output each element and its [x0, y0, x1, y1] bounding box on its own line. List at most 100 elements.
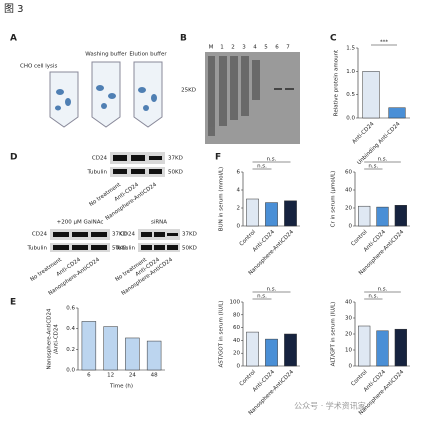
blot-size: 50KD [168, 170, 183, 176]
y-tick-label: 0 [237, 224, 241, 230]
x-tick-label: 12 [107, 373, 114, 379]
bar [388, 107, 406, 119]
y-tick-label: 60 [233, 325, 240, 331]
y-tick-label: 0.5 [346, 92, 355, 98]
y-tick-label: 60 [345, 170, 352, 176]
y-tick-label: 30 [345, 316, 352, 322]
y-tick-label: 2 [237, 206, 241, 212]
bar [376, 330, 389, 367]
y-tick-label: 1.0 [346, 69, 355, 75]
x-tick-label: Control [239, 229, 258, 248]
y-axis-label: Cr in serum (μmol/L) [331, 171, 337, 228]
x-tick-label: Control [239, 369, 258, 388]
significance-label: n.s. [267, 287, 277, 293]
x-tick-label: 6 [87, 373, 91, 379]
panel-letter: C [330, 34, 337, 44]
y-axis-label: AST/GOT in serum (IU/L) [219, 301, 225, 368]
y-tick-label: 20 [345, 332, 352, 338]
y-tick-label: 20 [233, 351, 240, 357]
bar [265, 338, 278, 367]
lane-label: 7 [286, 45, 290, 51]
y-axis-label: ALT/GPT in serum (IU/L) [331, 302, 337, 367]
treatment-label: Nanosphere-AntiCD24 [121, 257, 175, 297]
bar [284, 200, 297, 227]
y-axis-label: BUN in serum (mmol/L) [219, 167, 225, 231]
x-tick-label: Anti-CD24 [351, 121, 375, 145]
label: CHO cell lysis [20, 64, 57, 70]
blot-label: CD24 [92, 156, 108, 162]
gel-lanes [208, 56, 294, 136]
bands [53, 155, 178, 250]
y-axis-label: Nanosphere-AntiCD24 [47, 308, 53, 369]
y-tick-label: 6 [237, 170, 241, 176]
significance-label: n.s. [368, 164, 378, 170]
y-tick-label: 20 [345, 206, 352, 212]
label: Washing buffer [85, 52, 127, 58]
bar [394, 205, 407, 227]
significance-label: n.s. [267, 157, 277, 163]
treatment-label: No treatment [29, 256, 63, 283]
bar [265, 202, 278, 227]
blot-size: 50KD [112, 246, 127, 252]
significance-label: *** [380, 40, 389, 46]
y-tick-label: 0 [237, 364, 241, 370]
blot-label: Tubulin [86, 170, 107, 176]
lane-label: 5 [264, 45, 268, 51]
label: Elution buffer [129, 52, 167, 58]
y-tick-label: 0.4 [66, 326, 75, 332]
y-tick-label: 0 [349, 224, 353, 230]
panel-letter: D [10, 153, 17, 163]
condition: siRNA [151, 220, 167, 226]
y-axis-label: /Anti-CD24 [54, 324, 60, 354]
y-tick-label: 0.2 [66, 347, 75, 353]
lane-label: 4 [253, 45, 257, 51]
bar [362, 71, 380, 119]
bar [284, 333, 297, 367]
y-tick-label: 4 [237, 188, 241, 194]
y-tick-label: 0.0 [66, 368, 75, 374]
bar [376, 206, 389, 227]
bar [103, 326, 118, 371]
column-diagram [49, 61, 163, 128]
y-tick-label: 0.6 [66, 306, 75, 312]
bar [125, 337, 140, 371]
y-axis-label: Relative protein amount [334, 49, 340, 116]
panel-letter: F [215, 153, 221, 163]
blot-size: 37KD [168, 156, 183, 162]
panel-letter: E [10, 298, 16, 308]
lane-label: M [209, 45, 214, 51]
y-tick-label: 40 [345, 300, 352, 306]
y-tick-label: 40 [345, 188, 352, 194]
condition: +200 μM GalNAc [57, 220, 104, 226]
bar [246, 331, 259, 367]
significance-label: n.s. [257, 164, 267, 170]
significance-label: n.s. [368, 294, 378, 300]
y-tick-label: 1.5 [346, 46, 355, 52]
bar [81, 321, 97, 371]
y-tick-label: 0.0 [346, 116, 355, 122]
y-tick-label: 80 [233, 312, 240, 318]
lane-label: 1 [220, 45, 224, 51]
marker-label: 25KD [181, 88, 196, 94]
lane-label: 2 [231, 45, 235, 51]
bar [394, 328, 407, 367]
bar [146, 340, 162, 371]
blot-size: 37KD [182, 232, 197, 238]
y-tick-label: 40 [233, 338, 240, 344]
blot-label: CD24 [120, 232, 136, 238]
x-tick-label: 48 [151, 373, 158, 379]
bar [358, 205, 371, 227]
significance-label: n.s. [378, 287, 388, 293]
lane-label: 6 [275, 45, 279, 51]
blot-label: CD24 [32, 232, 48, 238]
x-tick-label: 24 [129, 373, 136, 379]
blot-size: 50KD [182, 246, 197, 252]
y-tick-label: 10 [345, 348, 352, 354]
y-tick-label: 100 [230, 300, 241, 306]
bar [246, 198, 259, 227]
x-axis-label: Time (h) [109, 384, 133, 390]
significance-label: n.s. [257, 294, 267, 300]
significance-label: n.s. [378, 157, 388, 163]
